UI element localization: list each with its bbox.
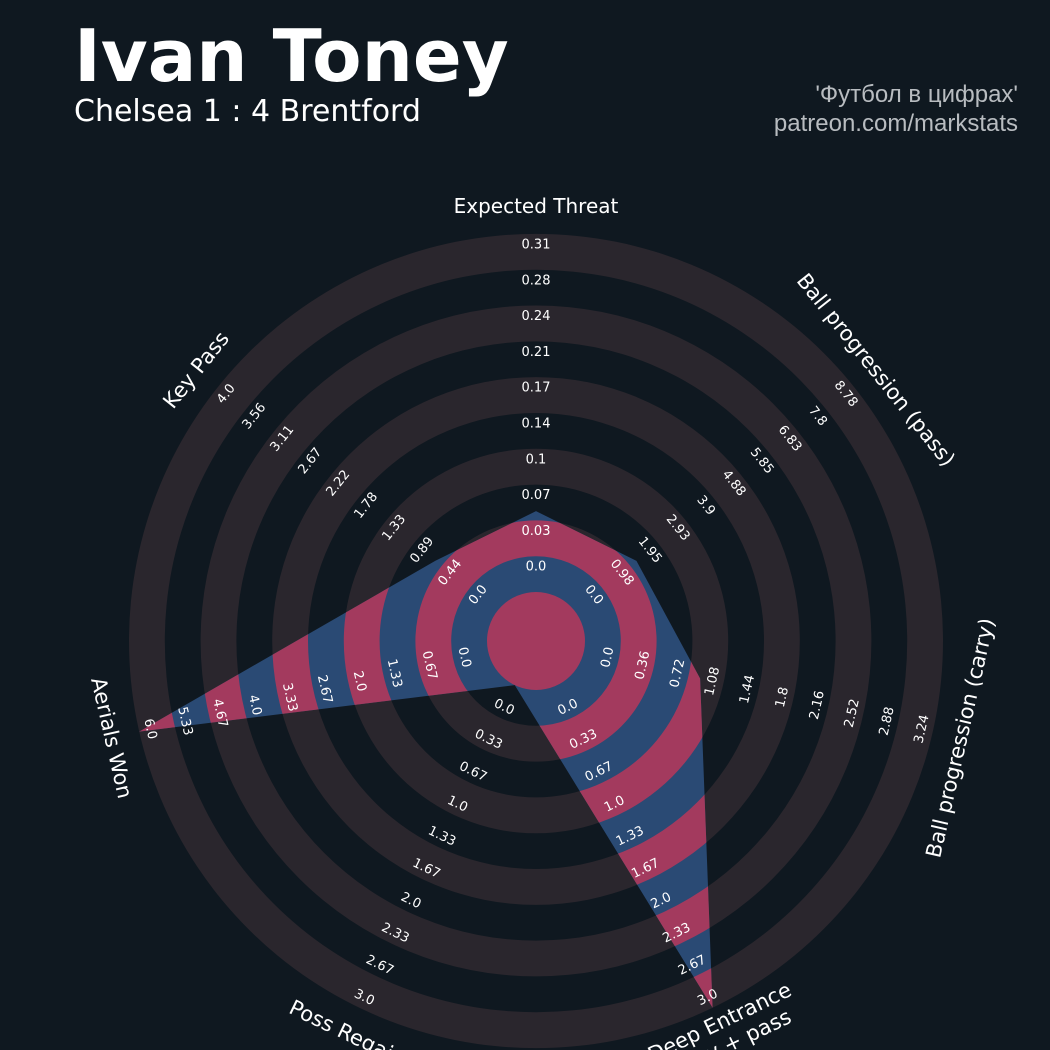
axis-label: Expected Threat: [454, 194, 619, 218]
tick-label: 0.14: [522, 417, 551, 432]
tick-label: 0.17: [522, 381, 551, 396]
tick-label: 0.67: [419, 650, 440, 682]
radar-polygon-core: [487, 592, 585, 690]
tick-label: 1.8: [773, 686, 792, 710]
page-title: Ivan Toney: [74, 14, 509, 98]
tick-label: 4.0: [245, 693, 264, 717]
tick-label: 0.0: [526, 560, 547, 575]
tick-label: 1.08: [702, 666, 723, 698]
tick-label: 2.0: [398, 890, 423, 912]
tick-label: 0.0: [454, 646, 473, 670]
tick-label: 6.0: [140, 717, 159, 741]
tick-label: 2.16: [807, 689, 828, 721]
tick-label: 0.07: [522, 488, 551, 503]
tick-label: 0.72: [667, 658, 688, 690]
tick-label: 0.0: [598, 646, 617, 670]
tick-label: 0.24: [522, 309, 551, 324]
tick-label: 1.33: [384, 658, 405, 690]
credit-line-1: 'Футбол в цифрах': [815, 81, 1018, 108]
tick-label: 2.67: [314, 674, 335, 706]
tick-label: 1.44: [737, 674, 758, 706]
tick-label: 5.33: [174, 705, 195, 737]
axis-label: Aerials Won: [86, 675, 137, 801]
tick-label: 0.03: [522, 524, 551, 539]
tick-label: 3.24: [912, 713, 933, 745]
tick-label: 3.33: [279, 682, 300, 714]
tick-label: 0.36: [632, 650, 653, 682]
tick-label: 4.67: [209, 697, 230, 729]
credit-line-2: patreon.com/markstats: [773, 110, 1018, 137]
match-subtitle: Chelsea 1 : 4 Brentford: [74, 94, 421, 129]
tick-label: 0.31: [522, 238, 551, 253]
tick-label: 0.1: [526, 452, 547, 467]
credit-block: 'Футбол в цифрах' patreon.com/markstats: [774, 80, 1018, 138]
tick-label: 2.88: [877, 705, 898, 737]
tick-label: 0.28: [522, 273, 551, 288]
tick-label: 0.21: [522, 345, 551, 360]
tick-label: 2.0: [350, 670, 369, 694]
tick-label: 2.52: [842, 697, 863, 729]
